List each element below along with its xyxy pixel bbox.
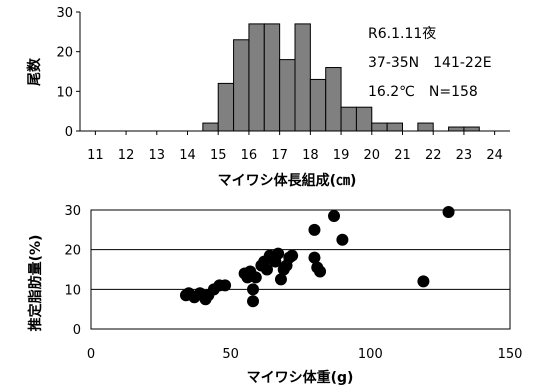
scatter-x-tick-label: 0 [87, 347, 95, 362]
histogram-x-tick-label: 21 [394, 148, 411, 163]
scatter-point [286, 249, 299, 262]
histogram-annotation-position: 37-35N 141-22E [368, 55, 492, 71]
scatter-point [219, 279, 232, 292]
histogram-y-tick-label: 30 [56, 6, 73, 21]
histogram-annotation-temp-count: 16.2℃ N=158 [368, 84, 478, 100]
histogram-x-tick-label: 16 [241, 148, 258, 163]
histogram-x-tick-label: 23 [456, 148, 473, 163]
scatter-y-tick-label: 30 [64, 204, 81, 219]
histogram-bar [355, 106, 373, 132]
scatter-x-ticks: 0 50 100 150 [87, 347, 523, 362]
scatter-chart: 0 10 20 30 0 50 100 150 推定脂肪量(%) マイワシ体重(g) [27, 204, 522, 386]
scatter-point [274, 273, 287, 286]
scatter-point [260, 263, 273, 276]
histogram-y-label: 尾数 [26, 57, 43, 86]
histogram-bar [294, 23, 311, 132]
histogram-bar [279, 59, 296, 132]
histogram-x-tick-label: 22 [425, 148, 442, 163]
scatter-point [336, 233, 349, 246]
scatter-point [314, 265, 327, 278]
histogram-bar [325, 67, 342, 132]
histogram-y-tick-label: 10 [56, 85, 73, 100]
histogram-bars [202, 23, 480, 132]
scatter-point [442, 205, 455, 218]
histogram-x-tick-label: 18 [302, 148, 319, 163]
histogram-bar [263, 23, 281, 132]
histogram-bar [309, 78, 327, 132]
histogram-bar [417, 122, 434, 132]
scatter-x-tick-label: 100 [358, 347, 383, 362]
histogram-x-tick-label: 17 [271, 148, 288, 163]
histogram-annotation-date: R6.1.11夜 [368, 26, 436, 42]
scatter-points [179, 205, 455, 308]
scatter-gridlines [91, 249, 510, 290]
histogram-x-tick-label: 15 [210, 148, 227, 163]
scatter-point [247, 295, 260, 308]
histogram-bar [371, 122, 388, 132]
histogram-x-tick-label: 24 [486, 148, 503, 163]
scatter-point [417, 275, 430, 288]
histogram-bar [217, 82, 235, 132]
scatter-x-tick-label: 150 [498, 347, 523, 362]
histogram-bar [233, 39, 250, 132]
scatter-point [308, 251, 321, 264]
histogram-y-tick-label: 0 [65, 125, 73, 140]
histogram-x-label: マイワシ体長組成(㎝) [218, 172, 357, 189]
histogram-bar [386, 122, 403, 132]
scatter-y-tick-label: 10 [64, 283, 81, 298]
histogram-y-ticks: 0 10 20 30 [56, 6, 80, 140]
scatter-y-ticks: 0 10 20 30 [64, 204, 81, 338]
scatter-y-tick-label: 0 [73, 323, 81, 338]
scatter-point [308, 223, 321, 236]
histogram-y-tick-label: 20 [56, 46, 73, 61]
histogram-x-tick-label: 13 [149, 148, 166, 163]
histogram-x-tick-label: 12 [118, 148, 135, 163]
histogram-bar [340, 106, 357, 132]
histogram-chart: 0 10 20 30 11 12 13 14 15 16 17 18 19 20 21 22 23 24 R6.… [26, 6, 510, 189]
scatter-plot-area [90, 209, 511, 330]
scatter-point [328, 209, 341, 222]
scatter-point [269, 255, 282, 268]
histogram-x-tick-label: 11 [87, 148, 104, 163]
scatter-y-label: 推定脂肪量(%) [27, 235, 44, 332]
scatter-y-tick-label: 20 [64, 244, 81, 259]
scatter-point [249, 271, 262, 284]
histogram-bar [463, 126, 480, 132]
histogram-bar [448, 126, 465, 132]
histogram-bar [202, 122, 219, 132]
scatter-point [247, 283, 260, 296]
histogram-x-ticks: 11 12 13 14 15 16 17 18 19 20 21 22 23 24 [87, 131, 503, 163]
histogram-x-tick-label: 20 [364, 148, 381, 163]
histogram-x-tick-label: 14 [179, 148, 196, 163]
scatter-x-label: マイワシ体重(g) [247, 369, 354, 386]
histogram-x-tick-label: 19 [333, 148, 350, 163]
scatter-x-tick-label: 50 [222, 347, 239, 362]
histogram-bar [248, 23, 265, 132]
